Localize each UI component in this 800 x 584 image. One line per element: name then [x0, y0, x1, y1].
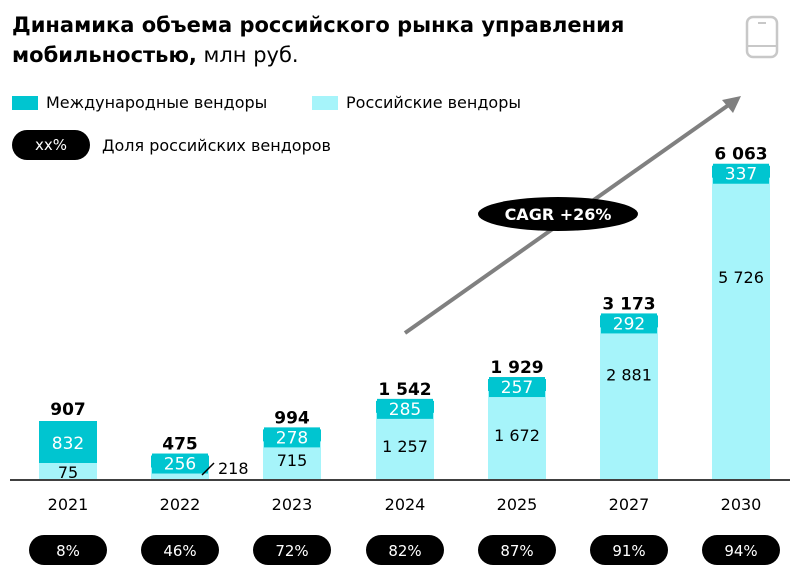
share-pill-2025 — [478, 535, 556, 565]
label-international-2022: 256 — [164, 455, 196, 475]
tick-label-2021: 2021 — [48, 495, 89, 514]
label-total-2030: 6 063 — [714, 145, 767, 165]
label-russian-2023: 715 — [277, 451, 308, 470]
legend-swatch-international — [12, 95, 38, 110]
share-pill-2027 — [590, 535, 668, 565]
share-label-2025: 87% — [500, 542, 533, 560]
share-pill-2021 — [29, 535, 107, 565]
share-pill-2024 — [366, 535, 444, 565]
legend-label-russian: Российские вендоры — [346, 93, 521, 112]
label-international-2025: 257 — [501, 378, 533, 398]
label-total-2022: 475 — [162, 435, 198, 455]
legend-swatch-russian — [312, 95, 338, 110]
label-international-2021: 832 — [52, 434, 84, 454]
label-russian-2025: 1 672 — [494, 426, 540, 445]
share-label-2022: 46% — [163, 542, 196, 560]
label-international-2023: 278 — [276, 428, 308, 448]
legend-label-international: Международные вендоры — [46, 93, 268, 112]
smartphone-icon — [745, 15, 779, 59]
intl-badge-2030 — [713, 163, 769, 184]
intl-badge-2024 — [377, 398, 433, 419]
share-pill-2030 — [702, 535, 780, 565]
cagr-label: CAGR +26% — [505, 205, 612, 224]
label-russian-2022: 218 — [218, 459, 249, 478]
label-total-2021: 907 — [50, 400, 86, 420]
cagr-pill — [478, 197, 638, 231]
legend-share-pill: xx% — [12, 130, 90, 160]
tick-label-2023: 2023 — [272, 495, 313, 514]
tick-label-2024: 2024 — [385, 495, 426, 514]
label-russian-2024: 1 257 — [382, 437, 428, 456]
label-russian-2030: 5 726 — [718, 268, 764, 287]
bar-russian-2021 — [39, 463, 97, 479]
legend-russian: Российские вендоры — [312, 93, 521, 112]
legend-share: xx% Доля российских вендоров — [12, 130, 331, 160]
label-russian-2027: 2 881 — [606, 365, 652, 384]
share-label-2021: 8% — [56, 542, 80, 560]
tick-label-2030: 2030 — [721, 495, 762, 514]
bar-russian-2030 — [712, 177, 770, 479]
label-total-2025: 1 929 — [490, 358, 543, 378]
bar-russian-2025 — [488, 391, 546, 479]
intl-badge-2027 — [601, 313, 657, 334]
share-pill-2023 — [253, 535, 331, 565]
bar-russian-2027 — [600, 327, 658, 479]
chart-title: Динамика объема российского рынка управл… — [12, 13, 625, 67]
bar-russian-2024 — [376, 412, 434, 479]
label-international-2027: 292 — [613, 314, 645, 334]
intl-badge-2022 — [152, 453, 208, 474]
trend-arrow-head — [722, 96, 741, 113]
label-international-2030: 337 — [725, 165, 757, 185]
label-total-2023: 994 — [274, 408, 310, 428]
label-total-2024: 1 542 — [378, 380, 431, 400]
intl-badge-2025 — [489, 377, 545, 398]
bar-russian-2023 — [263, 441, 321, 479]
tick-label-2022: 2022 — [160, 495, 201, 514]
legend-international: Международные вендоры — [12, 93, 267, 112]
share-pill-2022 — [141, 535, 219, 565]
label-international-2024: 285 — [389, 400, 421, 420]
legend-share-label: Доля российских вендоров — [102, 135, 331, 155]
callout-line-2022 — [201, 462, 215, 476]
label-total-2027: 3 173 — [602, 294, 655, 314]
tick-label-2027: 2027 — [609, 495, 650, 514]
share-label-2024: 82% — [388, 542, 421, 560]
tick-label-2025: 2025 — [497, 495, 538, 514]
bar-international-2021 — [39, 421, 97, 463]
share-label-2030: 94% — [724, 542, 757, 560]
label-russian-2021: 75 — [58, 463, 78, 482]
share-label-2027: 91% — [612, 542, 645, 560]
intl-badge-2023 — [264, 427, 320, 448]
share-label-2023: 72% — [275, 542, 308, 560]
